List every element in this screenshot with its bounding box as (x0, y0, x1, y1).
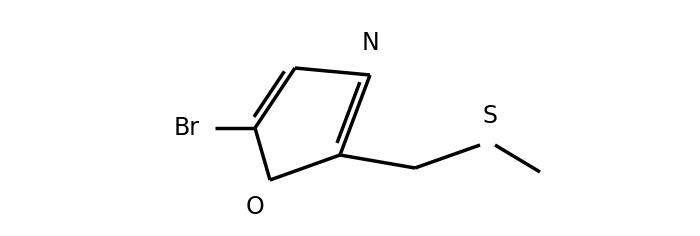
Text: S: S (482, 104, 498, 128)
Text: N: N (361, 31, 379, 55)
Text: Br: Br (174, 116, 200, 140)
Text: O: O (246, 195, 265, 219)
